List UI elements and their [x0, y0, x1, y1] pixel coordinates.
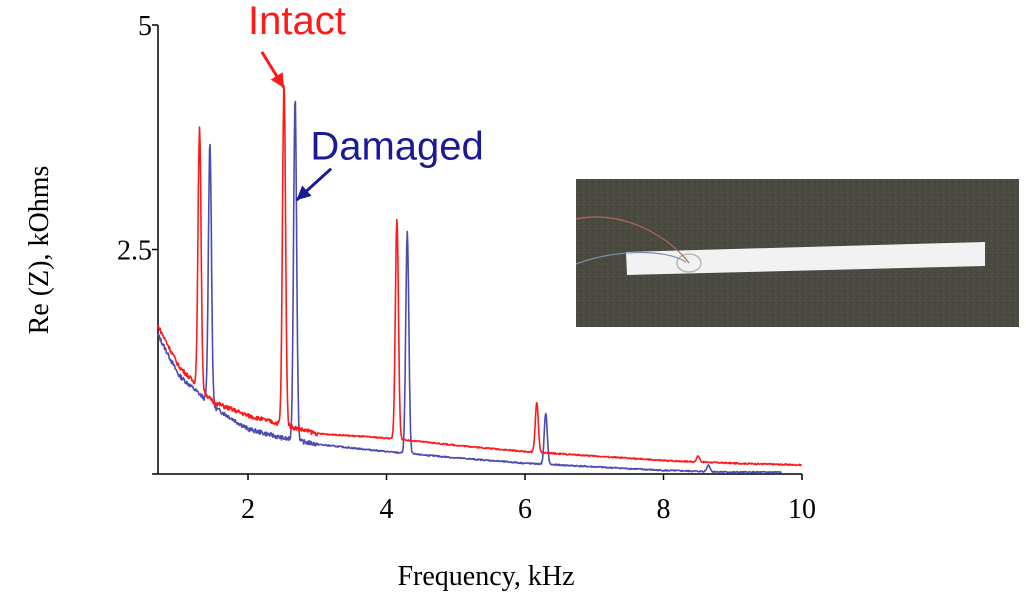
axes: 2.5 5 2 4 6 8 10	[117, 11, 816, 525]
annotation-label-intact: Intact	[248, 0, 346, 43]
annotations: Intact Damaged	[248, 0, 484, 202]
specimen-strip	[626, 242, 985, 275]
series-lines	[157, 87, 802, 474]
x-tick-label: 6	[518, 494, 532, 525]
y-axis-title: Re (Z), kOhms	[24, 166, 55, 335]
y-tick-label: 2.5	[117, 236, 152, 267]
annotation-arrowhead	[270, 72, 285, 88]
series-line-damaged	[157, 100, 782, 474]
x-axis-title: Frequency, kHz	[397, 561, 574, 592]
specimen-photo	[576, 179, 1019, 327]
x-tick-label: 2	[241, 494, 255, 525]
series-line-intact	[157, 87, 802, 467]
y-tick-label: 5	[138, 11, 152, 42]
x-tick-label: 10	[788, 494, 816, 525]
x-tick-label: 8	[657, 494, 671, 525]
lead-wire-red	[576, 216, 690, 264]
annotation-arrowhead	[296, 185, 312, 201]
x-tick-label: 4	[380, 494, 394, 525]
annotation-label-damaged: Damaged	[310, 125, 483, 169]
lead-wire-blue	[576, 251, 687, 265]
sensor-disc	[676, 253, 702, 273]
